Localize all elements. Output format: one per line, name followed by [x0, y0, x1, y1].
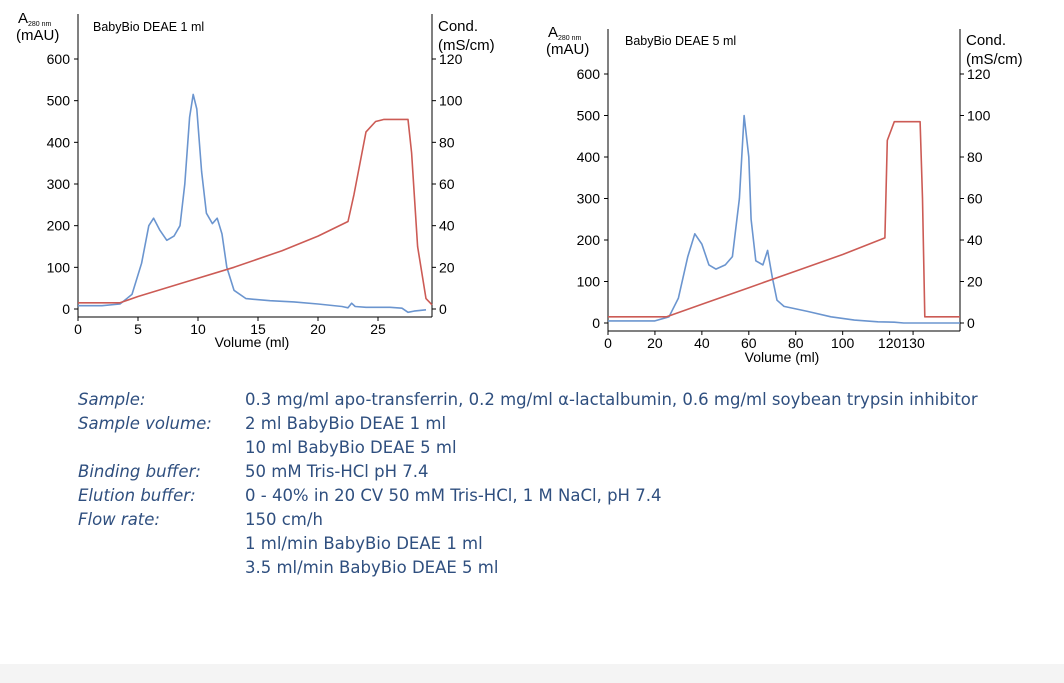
x-tick-label: 0 — [74, 321, 82, 337]
condition-value: 10 ml BabyBio DEAE 5 ml — [245, 438, 457, 457]
condition-value: 1 ml/min BabyBio DEAE 1 ml — [245, 534, 483, 553]
y2-tick-label: 20 — [439, 259, 455, 275]
x-tick-label: 120 — [878, 335, 902, 351]
condition-value: 0 - 40% in 20 CV 50 mM Tris-HCl, 1 M NaC… — [245, 486, 662, 505]
y-axis-unit: (mAU) — [546, 41, 589, 58]
y-tick-label: 100 — [47, 259, 71, 275]
y-tick-label: 200 — [577, 232, 601, 248]
chart-title: BabyBio DEAE 5 ml — [625, 34, 736, 48]
y2-tick-label: 80 — [967, 149, 983, 165]
y-tick-label: 0 — [592, 315, 600, 331]
x-axis-label: Volume (ml) — [745, 349, 820, 365]
y2-tick-label: 0 — [967, 315, 975, 331]
conductivity-line — [78, 118, 433, 306]
x-tick-label: 130 — [901, 335, 925, 351]
y-tick-label: 600 — [47, 51, 71, 67]
condition-label: Sample: — [78, 390, 146, 409]
x-tick-label: 25 — [370, 321, 386, 337]
y2-tick-label: 20 — [967, 274, 983, 290]
y2-tick-label: 100 — [439, 93, 463, 109]
x-tick-label: 100 — [831, 335, 855, 351]
condition-label: Flow rate: — [78, 510, 160, 529]
y2-tick-label: 60 — [439, 176, 455, 192]
absorbance-line — [78, 93, 427, 314]
condition-row-elution-buffer: Elution buffer: 0 - 40% in 20 CV 50 mM T… — [78, 484, 978, 508]
condition-value: 150 cm/h — [245, 510, 323, 529]
y2-axis-label: Cond. — [966, 32, 1006, 49]
y-tick-label: 400 — [577, 149, 601, 165]
x-tick-label: 15 — [250, 321, 266, 337]
chromatogram-5ml: BabyBio DEAE 5 ml A280 nm(mAU) Cond. (mS/cm… — [546, 24, 1023, 365]
y-axis-label-sub: 280 nm — [28, 21, 52, 28]
x-tick-label: 80 — [788, 335, 804, 351]
y-tick-label: 500 — [577, 108, 601, 124]
x-axis-label: Volume (ml) — [215, 334, 290, 350]
y-axis-unit: (mAU) — [16, 27, 59, 44]
condition-label: Elution buffer: — [78, 486, 196, 505]
x-tick-label: 40 — [694, 335, 710, 351]
x-tick-label: 10 — [190, 321, 206, 337]
condition-label: Sample volume: — [78, 414, 212, 433]
y-tick-label: 100 — [577, 274, 601, 290]
y2-axis-unit: (mS/cm) — [966, 51, 1023, 68]
x-tick-label: 20 — [647, 335, 663, 351]
y-tick-label: 300 — [47, 176, 71, 192]
y2-tick-label: 120 — [439, 51, 463, 67]
y-tick-label: 600 — [577, 66, 601, 82]
y-axis-label-sub: 280 nm — [558, 35, 582, 42]
x-tick-label: 0 — [604, 335, 612, 351]
condition-row-flow-rate: Flow rate: 150 cm/h 1 ml/min BabyBio DEA… — [78, 508, 978, 580]
y2-tick-label: 40 — [967, 232, 983, 248]
y-tick-label: 200 — [47, 218, 71, 234]
run-conditions: Sample: 0.3 mg/ml apo-transferrin, 0.2 m… — [78, 388, 978, 580]
chart-title: BabyBio DEAE 1 ml — [93, 20, 204, 34]
condition-value: 3.5 ml/min BabyBio DEAE 5 ml — [245, 558, 499, 577]
y2-axis-label: Cond. — [438, 18, 478, 35]
condition-row-binding-buffer: Binding buffer: 50 mM Tris-HCl pH 7.4 — [78, 460, 978, 484]
condition-label: Binding buffer: — [78, 462, 201, 481]
y-tick-label: 300 — [577, 191, 601, 207]
x-tick-label: 60 — [741, 335, 757, 351]
y2-axis-unit: (mS/cm) — [438, 37, 495, 54]
y2-tick-label: 0 — [439, 301, 447, 317]
y-tick-label: 500 — [47, 93, 71, 109]
y2-tick-label: 80 — [439, 134, 455, 150]
x-tick-label: 20 — [310, 321, 326, 337]
condition-value: 2 ml BabyBio DEAE 1 ml — [245, 414, 447, 433]
chromatogram-1ml: BabyBio DEAE 1 ml A280 nm(mAU) Cond. (mS/cm… — [16, 10, 495, 350]
y2-tick-label: 40 — [439, 218, 455, 234]
figure-panel: BabyBio DEAE 1 ml A280 nm (mAU) Cond. (mS/cm… — [0, 0, 1064, 664]
condition-row-sample-volume: Sample volume: 2 ml BabyBio DEAE 1 ml 10… — [78, 412, 978, 460]
y-tick-label: 400 — [47, 134, 71, 150]
y2-tick-label: 100 — [967, 108, 991, 124]
y2-tick-label: 120 — [967, 66, 991, 82]
y-axis-label-main: A — [548, 24, 558, 41]
y-axis-label-main: A — [18, 10, 28, 27]
y2-tick-label: 60 — [967, 191, 983, 207]
x-tick-label: 5 — [134, 321, 142, 337]
absorbance-line — [608, 114, 960, 324]
condition-row-sample: Sample: 0.3 mg/ml apo-transferrin, 0.2 m… — [78, 388, 978, 412]
y-axis-label: A280 nm — [18, 10, 52, 28]
condition-value: 0.3 mg/ml apo-transferrin, 0.2 mg/ml α-l… — [245, 390, 978, 409]
y-axis-label: A280 nm — [548, 24, 582, 42]
conductivity-line — [608, 120, 960, 318]
y-tick-label: 0 — [62, 301, 70, 317]
condition-value: 50 mM Tris-HCl pH 7.4 — [245, 462, 429, 481]
